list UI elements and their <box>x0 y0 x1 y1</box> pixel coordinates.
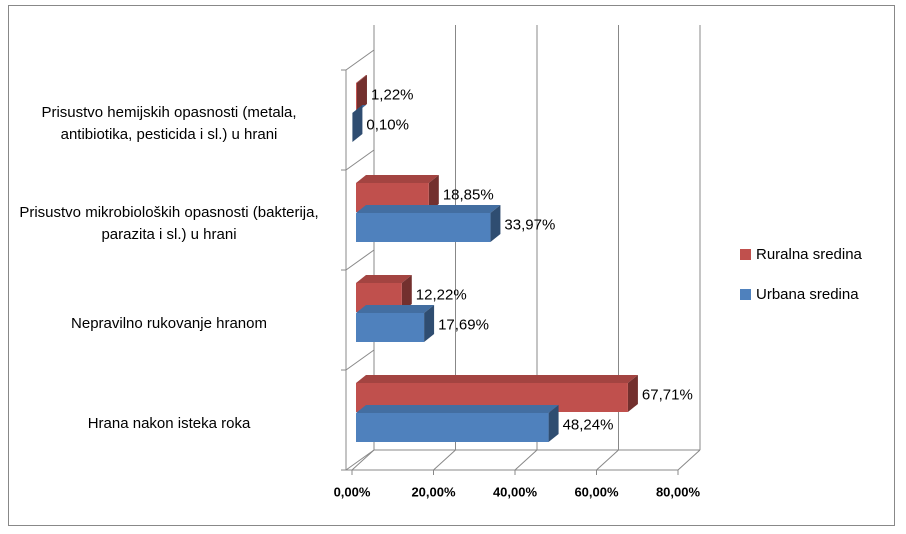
category-label: Prisustvo mikrobioloških opasnosti (bakt… <box>19 204 319 243</box>
bar-top-face <box>356 275 412 283</box>
category-label: Prisustvo hemijskih opasnosti (metala, a… <box>41 104 297 143</box>
left-wall-diagonal <box>345 49 375 71</box>
bar-top-face <box>356 405 559 413</box>
value-label: 1,22% <box>371 86 414 103</box>
floor-grid-line <box>433 449 456 471</box>
bar-top-face <box>356 375 638 383</box>
bar-side-face <box>428 175 439 212</box>
floor-grid-line <box>514 449 538 471</box>
category-label: Hrana nakon isteka roka <box>87 415 251 432</box>
x-tick-label: 60,00% <box>574 484 619 499</box>
value-label: 17,69% <box>438 316 489 333</box>
bar-side-face <box>424 305 435 342</box>
bar <box>356 213 491 242</box>
left-wall-diagonal <box>345 249 375 271</box>
value-label: 48,24% <box>563 416 614 433</box>
x-tick-label: 80,00% <box>656 484 701 499</box>
left-wall-diagonal <box>345 349 375 371</box>
left-wall-diagonal <box>345 149 375 171</box>
bar-top-face <box>356 75 367 83</box>
bar-side-face <box>356 75 367 112</box>
floor-grid-line <box>677 449 701 471</box>
bar-side-face <box>627 375 638 412</box>
bar <box>356 83 357 112</box>
value-label: 18,85% <box>443 186 494 203</box>
legend-swatch <box>740 249 751 260</box>
bar-top-face <box>356 205 501 213</box>
bar <box>356 313 425 342</box>
value-label: 33,97% <box>504 216 555 233</box>
bar-top-face <box>356 175 439 183</box>
x-tick-label: 0,00% <box>334 484 371 499</box>
left-wall-diagonal <box>345 449 375 471</box>
floor-grid-line <box>351 449 375 471</box>
chart-border <box>8 5 895 526</box>
category-label: Nepravilno rukovanje hranom <box>71 315 267 332</box>
value-label: 12,22% <box>416 286 467 303</box>
floor-grid-line <box>596 449 619 471</box>
bar-top-face <box>356 305 435 313</box>
bar <box>356 413 549 442</box>
x-tick-label: 20,00% <box>411 484 456 499</box>
bar-side-face <box>490 205 501 242</box>
legend-label: Ruralna sredina <box>756 246 863 263</box>
bar-side-face <box>352 105 363 142</box>
value-label: 67,71% <box>642 386 693 403</box>
value-label: 0,10% <box>366 116 409 133</box>
bar-side-face <box>548 405 559 442</box>
legend-label: Urbana sredina <box>756 286 859 303</box>
legend-swatch <box>740 289 751 300</box>
x-tick-label: 40,00% <box>493 484 538 499</box>
bar-side-face <box>401 275 412 312</box>
